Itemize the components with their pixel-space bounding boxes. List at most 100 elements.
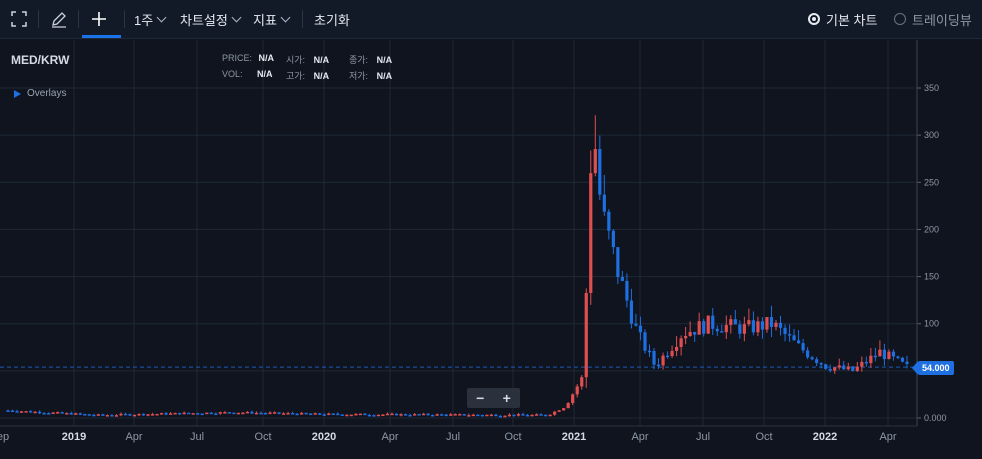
candle-body <box>706 315 710 334</box>
candle-body <box>412 414 417 416</box>
candle-body <box>733 319 737 325</box>
indicator-dropdown[interactable]: 지표 <box>253 0 291 38</box>
candle-body <box>801 343 805 351</box>
candle-body <box>101 414 105 416</box>
zoom-in-button[interactable]: + <box>502 390 511 406</box>
candle-body <box>318 413 322 415</box>
candle-body <box>742 324 746 334</box>
candle-body <box>74 413 78 415</box>
candle-body <box>571 394 575 403</box>
candle-body <box>887 351 891 360</box>
crosshair-plus-icon[interactable] <box>91 0 107 38</box>
candle-body <box>164 413 168 415</box>
basic-chart-radio[interactable]: 기본 차트 <box>808 0 877 38</box>
toolbar: 1주 차트설정 지표 초기화 기본 차트 트레이딩뷰 <box>0 0 982 39</box>
candle-body <box>291 413 295 415</box>
candle-body <box>336 413 340 416</box>
candle-body <box>507 414 512 417</box>
candle-body <box>846 366 850 370</box>
candle-body <box>155 413 159 416</box>
zoom-controls: − + <box>467 388 520 408</box>
candle-body <box>900 357 905 362</box>
candle-body <box>304 412 308 415</box>
candle-body <box>760 321 765 330</box>
chart-settings-dropdown[interactable]: 차트설정 <box>180 0 242 38</box>
candle-body <box>724 324 728 333</box>
vol-value: N/A <box>257 69 273 79</box>
candle-body <box>6 410 10 412</box>
toolbar-divider <box>124 10 125 28</box>
price-value: N/A <box>258 53 275 63</box>
candle-body <box>56 412 60 414</box>
symbol-label: MED/KRW <box>11 53 70 67</box>
candle-body <box>665 355 670 358</box>
candle-body <box>684 335 688 339</box>
legend-vol: VOL: N/A <box>222 69 273 79</box>
candle-body <box>882 349 887 360</box>
candle-body <box>607 211 611 231</box>
open-key: 시가: <box>286 55 306 65</box>
period-dropdown[interactable]: 1주 <box>134 0 167 38</box>
candle-body <box>349 414 353 417</box>
candle-body <box>851 366 855 371</box>
x-tick-label: Apr <box>125 431 142 443</box>
candle-body <box>78 413 82 415</box>
candle-body <box>806 350 810 358</box>
candle-body <box>864 361 868 364</box>
candle-body <box>399 414 403 416</box>
overlays-toggle[interactable]: Overlays <box>14 88 66 99</box>
tradingview-radio[interactable]: 트레이딩뷰 <box>894 0 972 38</box>
candle-body <box>697 321 701 335</box>
x-tick-label: 2021 <box>562 431 586 443</box>
legend-open: 시가: N/A <box>286 53 329 66</box>
candle-body <box>693 332 697 335</box>
candle-body <box>783 327 787 335</box>
x-tick-label: Oct <box>504 431 521 443</box>
candle-body <box>367 414 372 417</box>
candle-body <box>711 315 715 329</box>
x-tick-label: Jul <box>446 431 460 443</box>
x-tick-label: ep <box>0 431 9 443</box>
candle-body <box>372 415 376 417</box>
triangle-right-icon <box>14 89 21 98</box>
high-value: N/A <box>376 55 393 65</box>
x-tick-label: 2020 <box>312 431 336 443</box>
candle-body <box>254 412 259 415</box>
candle-body <box>96 414 100 416</box>
candle-body <box>132 414 137 417</box>
legend-high2: 고가: N/A <box>286 69 329 82</box>
candle-body <box>679 338 683 348</box>
fullscreen-icon[interactable] <box>11 0 27 38</box>
candle-body <box>150 414 155 416</box>
high2-key: 고가: <box>286 71 306 81</box>
candle-body <box>449 414 453 416</box>
pencil-icon[interactable] <box>50 0 68 38</box>
low-key: 저가: <box>349 71 369 81</box>
x-tick-label: Apr <box>381 431 398 443</box>
candle-body <box>765 317 769 330</box>
reset-button[interactable]: 초기화 <box>314 0 350 38</box>
candle-body <box>855 366 859 371</box>
candle-body <box>245 411 250 414</box>
candle-body <box>295 413 299 416</box>
candle-body <box>462 414 466 416</box>
x-tick-label: Apr <box>631 431 648 443</box>
candle-body <box>322 414 326 416</box>
candle-body <box>114 415 119 417</box>
toolbar-divider <box>78 10 79 28</box>
candle-body <box>548 414 552 417</box>
candle-body <box>878 349 882 357</box>
candle-body <box>593 149 597 174</box>
candle-body <box>28 411 33 413</box>
candle-body <box>842 365 846 370</box>
candle-body <box>620 276 624 281</box>
candle-body <box>873 355 877 358</box>
candle-body <box>169 413 173 415</box>
candle-body <box>702 321 706 334</box>
candle-body <box>309 413 313 416</box>
candle-body <box>408 414 412 417</box>
candle-body <box>214 413 218 416</box>
zoom-out-button[interactable]: − <box>476 390 485 406</box>
candlestick-series <box>6 115 909 418</box>
